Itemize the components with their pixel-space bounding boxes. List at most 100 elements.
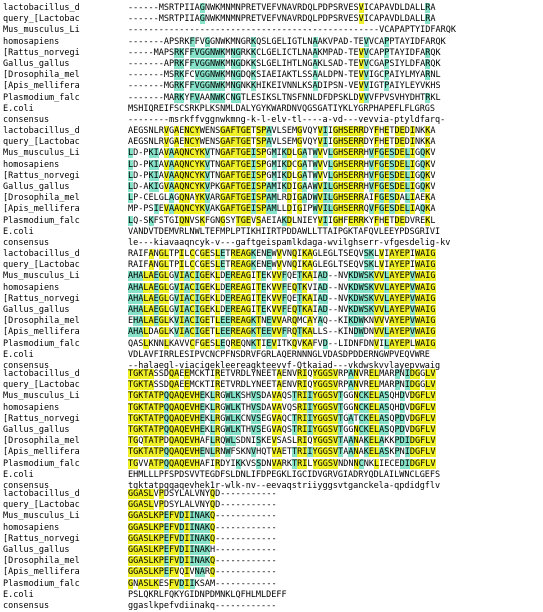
sequence-residues: LD-AKIGVAAQNCYKVPKGAFTGEISPAMIKDIGAAWVIL… <box>128 181 436 192</box>
sequence-name: E.coli <box>3 226 34 237</box>
sequence-name: Mus_musculus_Li <box>3 148 80 159</box>
sequence-name: Mus_musculus_Li <box>3 271 80 282</box>
sequence-name: [Rattus_norvegi <box>3 170 80 181</box>
sequence-name: Gallus_gallus <box>3 424 70 435</box>
sequence-name: [Apis_mellifera <box>3 447 80 458</box>
sequence-residues: GGASLKPEFVDIINAKQ------------ <box>128 522 277 533</box>
sequence-name: query_[Lactobac <box>3 260 80 271</box>
sequence-name: Plasmodium_falc <box>3 215 80 226</box>
sequence-name: lactobacillus_d <box>3 249 80 259</box>
sequence-residues: tgktatpqqaqevhek1r-wlk-nv--eevaqstriiygg… <box>128 480 441 491</box>
sequence-residues: TGKTATPQQAQEVHEKLRGWLKTHVSDAVAVQSRIIYGGS… <box>128 402 436 413</box>
sequence-name: homosapiens <box>3 36 60 47</box>
sequence-name: Gallus_gallus <box>3 181 70 192</box>
sequence-name: query_[Lactobac <box>3 137 80 148</box>
sequence-residues: PSLQKRLFQKYGIDNPDMNKLQFHLMLDEFF <box>128 589 287 600</box>
sequence-residues: ------MSRTPIIAGNWKMNMNPRETVEFVNAVRDQLPDP… <box>128 14 436 25</box>
sequence-name: [Drosophila_mel <box>3 436 80 447</box>
sequence-residues: AHALDAGLKVIACIGETLEEREAGKTEEVVFRQTKALLS-… <box>128 327 436 338</box>
sequence-name: Gallus_gallus <box>3 544 70 555</box>
sequence-residues: QASLKNNLKAVVCFGESLEQREQNKTIEVITKQVKAFVD-… <box>128 338 436 349</box>
sequence-residues: -------MARKYFVAANWKCNGTLESIKSLTNSFNNLDFD… <box>128 92 441 103</box>
sequence-name: query_[Lactobac <box>3 380 80 391</box>
sequence-residues: le---kiavaaqncyk-v---gaftgeispamlkdaga-w… <box>128 237 451 248</box>
sequence-residues: LD-PKIAVAAQNCYKVTNGAFTGEISPGMIKDLGATWVVL… <box>128 148 436 159</box>
sequence-name: consensus <box>3 360 50 371</box>
sequence-name: [Apis_mellifera <box>3 81 80 92</box>
sequence-name: lactobacillus_d <box>3 3 80 13</box>
sequence-residues: ------MSRTPIIAGNWKMNMNPRETVEFVNAVRDQLPDP… <box>128 3 436 13</box>
sequence-name: lactobacillus_d <box>3 369 80 379</box>
sequence-name: Plasmodium_falc <box>3 338 80 349</box>
sequence-name: consensus <box>3 114 50 125</box>
sequence-name: lactobacillus_d <box>3 126 80 136</box>
sequence-residues: TGKTASSDQAEEMCKTIRETVRDLYNEETAENVRIQYGGS… <box>128 369 436 379</box>
sequence-name: Mus_musculus_Li <box>3 511 80 522</box>
sequence-residues: TGKTATPQQAQEVHEKLRGWLKCNVSEGVAQCTRIIYGGS… <box>128 413 436 424</box>
sequence-name: E.coli <box>3 349 34 360</box>
sequence-residues: AHALAEGLGVIACIGEKLDEREAGITEKVVFEQTKAIAD-… <box>128 304 436 315</box>
sequence-residues: TGKTATPQQAQEVHEKLRGWLKTHVSEGVAQSTRIIYGGS… <box>128 424 436 435</box>
sequence-residues: AHALAEGLGVIACIGEKLDEREAGITEKVVFQETKAIAD-… <box>128 293 436 304</box>
sequence-residues: LQ-SKFSTGIQNVSKFGNGSYTGEVSAEIAKDLNIEYVII… <box>128 215 436 226</box>
sequence-name: [Apis_mellifera <box>3 327 80 338</box>
sequence-residues: GGASLVPDSYLALVNYQD----------- <box>128 489 277 499</box>
sequence-residues: LD-PKIAVAAQNCYKVTNGAFTGEISPGMIKDCGATWVVL… <box>128 159 436 170</box>
sequence-residues: AHALAEGLGVIACIGEKLDEREAGITEKVVFEQTKVIAD-… <box>128 282 436 293</box>
sequence-residues: --halaegl-viacigekleereagkteevvf-Qtkaiad… <box>128 360 441 371</box>
sequence-residues: GGASLKPEFVQIVNARQ------------ <box>128 567 277 578</box>
sequence-name: consensus <box>3 480 50 491</box>
sequence-residues: LP-CELGLAGQNAYKVARGAFTGEISPAMLRDIGADWVIL… <box>128 193 436 204</box>
sequence-residues: TGKTASSDQAEEMCKTIRETVRDLYNEETAENVRIQYGGS… <box>128 380 436 391</box>
sequence-name: Plasmodium_falc <box>3 578 80 589</box>
sequence-residues: GGASLKPEFVDIINAKQ------------ <box>128 556 277 567</box>
sequence-name: homosapiens <box>3 159 60 170</box>
sequence-residues: TGKTATPQQAQEVHEKLRGWLKSHVSDAVAQSTRIIYGGS… <box>128 391 436 402</box>
sequence-residues: TGVVATPQQAQEVHAFIRDYIKKVSSDNVARKTRILYGGS… <box>128 458 436 469</box>
sequence-residues: VDLAVFIRRLESIPVCNCPFNSDRVFGRLAQERNNNGLVD… <box>128 349 430 360</box>
sequence-name: Gallus_gallus <box>3 304 70 315</box>
sequence-name: Plasmodium_falc <box>3 92 80 103</box>
sequence-residues: ----------------------------------------… <box>128 25 456 36</box>
sequence-residues: RAIFANGLTPILCCGESLETREAGKENEWVVNQIKAGLEG… <box>128 249 436 259</box>
sequence-name: consensus <box>3 237 50 248</box>
sequence-name: [Rattus_norvegi <box>3 47 80 58</box>
sequence-residues: AEGSNLRVGAENCYWENSGAFTGETSPAVLSEMGVQYVII… <box>128 126 436 136</box>
sequence-name: homosapiens <box>3 402 60 413</box>
sequence-name: [Drosophila_mel <box>3 70 80 81</box>
sequence-name: [Apis_mellifera <box>3 567 80 578</box>
sequence-residues: --------msrkffvggnwkmng-k-l-elv-tl----a-… <box>128 114 446 125</box>
sequence-residues: GGASLKPEFVDIINAKQ------------ <box>128 533 277 544</box>
sequence-name: Mus_musculus_Li <box>3 391 80 402</box>
sequence-name: [Rattus_norvegi <box>3 533 80 544</box>
sequence-name: query_[Lactobac <box>3 500 80 511</box>
sequence-name: Plasmodium_falc <box>3 458 80 469</box>
sequence-residues: -------MGRKFFVGGNWKMNGNKKHIKEIVNNLKSADIP… <box>128 81 441 92</box>
sequence-residues: TGKTATPQQAQEVHENLRNWFSKNVHQTVAETTRIIYGGS… <box>128 447 436 458</box>
sequence-residues: MP-PSIEVAAQNCYKVAKGAFTGEISPAMLLDIGIPWVIL… <box>128 204 436 215</box>
sequence-residues: AHALAEGLGVIACIGEKLDEREAGITEKVVFQETKAIAD-… <box>128 271 436 282</box>
sequence-name: [Apis_mellifera <box>3 204 80 215</box>
sequence-name: E.coli <box>3 589 34 600</box>
sequence-name: [Drosophila_mel <box>3 556 80 567</box>
sequence-residues: EHALAEGLKVIACIGETLEEREAGKTNEVVARQMCAYAQ-… <box>128 316 436 327</box>
sequence-name: E.coli <box>3 103 34 114</box>
sequence-residues: AEGSNLRVGAENCYWENSGAFTGETSPAVLSEMGVQYVII… <box>128 137 436 148</box>
sequence-residues: RAIFANGLTPILCCGESLETREAGKENEWVVNQIKAGLEG… <box>128 260 436 271</box>
sequence-residues: LD-PKIAVAAQNCYKVTNGAFTGEISPGMIKDLGATWVVL… <box>128 170 436 181</box>
sequence-residues: GGASLKPEFVDIINAKQ------------ <box>128 511 277 522</box>
sequence-residues: EHMLLLPFSPDSVVTEGDFSLDNLIFDPEGKLIGCIDVGR… <box>128 469 441 480</box>
sequence-name: [Rattus_norvegi <box>3 293 80 304</box>
sequence-residues: -----MAPSRKFFVGGNWKMNGRKKCLGELICTLNAAKMP… <box>128 47 441 58</box>
sequence-residues: GGASLVPDSYLALVNYQD----------- <box>128 500 277 511</box>
sequence-residues: VANDVTDEMVRLNWLTEFMPLPTIKHIIRTPDDAWLLTTA… <box>128 226 441 237</box>
sequence-name: [Drosophila_mel <box>3 193 80 204</box>
sequence-residues: GNASLKESFVDIIKSAM------------ <box>128 578 277 589</box>
sequence-name: [Rattus_norvegi <box>3 413 80 424</box>
sequence-name: Mus_musculus_Li <box>3 25 80 36</box>
sequence-residues: -------APSRKFFVGGNWKMNGRKQSLGELIGTLNAAKV… <box>128 36 446 47</box>
sequence-residues: -------MSRKFCVGGNWKMNGDQKSIAEIAKTLSSAALD… <box>128 70 441 81</box>
sequence-residues: -------APRKFFVGGNWKMNGDKKSLGELIHTLNGAKLS… <box>128 58 441 69</box>
sequence-name: homosapiens <box>3 282 60 293</box>
sequence-residues: GGASLKPEFVDIINAKH------------ <box>128 544 277 555</box>
